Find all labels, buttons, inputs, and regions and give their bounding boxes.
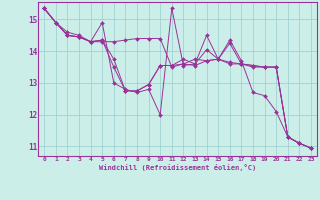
X-axis label: Windchill (Refroidissement éolien,°C): Windchill (Refroidissement éolien,°C) xyxy=(99,164,256,171)
